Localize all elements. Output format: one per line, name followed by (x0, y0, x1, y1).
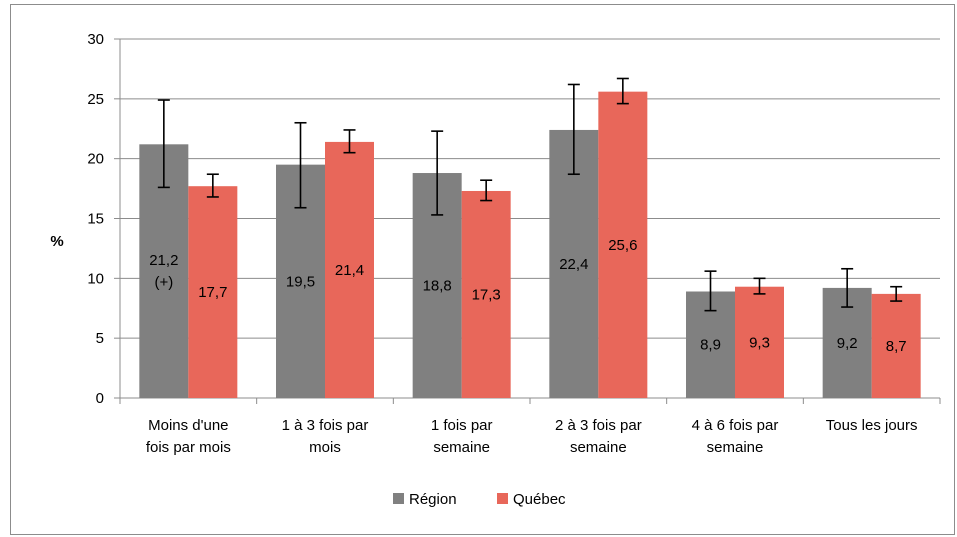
data-label: (+) (154, 274, 173, 291)
y-tick-label: 25 (87, 91, 104, 108)
bar (461, 190, 511, 398)
x-category-label: 1 fois par (431, 417, 493, 434)
legend-swatch (393, 493, 404, 504)
y-tick-label: 15 (87, 211, 104, 228)
bar (188, 186, 238, 398)
y-tick-label: 0 (96, 390, 104, 407)
x-category-label: semaine (570, 439, 627, 456)
legend-swatch (497, 493, 508, 504)
data-label: 21,2 (149, 252, 178, 269)
x-category-label: mois (309, 439, 341, 456)
data-label: 19,5 (286, 273, 315, 290)
data-label: 8,9 (700, 337, 721, 354)
bar (325, 141, 374, 398)
y-tick-label: 5 (96, 330, 104, 347)
x-category-label: fois par mois (146, 439, 231, 456)
legend-label: Québec (513, 491, 566, 508)
bar (871, 293, 921, 398)
x-category-label: Moins d'une (148, 417, 228, 434)
data-label: 18,8 (423, 278, 452, 295)
data-label: 9,2 (837, 335, 858, 352)
legend-label: Région (409, 491, 457, 508)
bar (598, 91, 648, 399)
x-category-label: 2 à 3 fois par (555, 417, 642, 434)
y-axis-label: % (50, 233, 63, 250)
data-label: 17,3 (472, 286, 501, 303)
y-tick-label: 30 (87, 31, 104, 48)
x-category-label: Tous les jours (826, 417, 918, 434)
y-tick-label: 20 (87, 151, 104, 168)
x-category-label: 1 à 3 fois par (282, 417, 369, 434)
data-label: 25,6 (608, 237, 637, 254)
data-label: 8,7 (886, 338, 907, 355)
data-label: 9,3 (749, 334, 770, 351)
data-label: 22,4 (559, 256, 588, 273)
bar (735, 286, 784, 398)
x-category-label: semaine (707, 439, 764, 456)
y-tick-label: 10 (87, 270, 104, 287)
data-label: 17,7 (198, 284, 227, 301)
x-category-label: semaine (433, 439, 490, 456)
x-category-label: 4 à 6 fois par (692, 417, 779, 434)
data-label: 21,4 (335, 262, 364, 279)
